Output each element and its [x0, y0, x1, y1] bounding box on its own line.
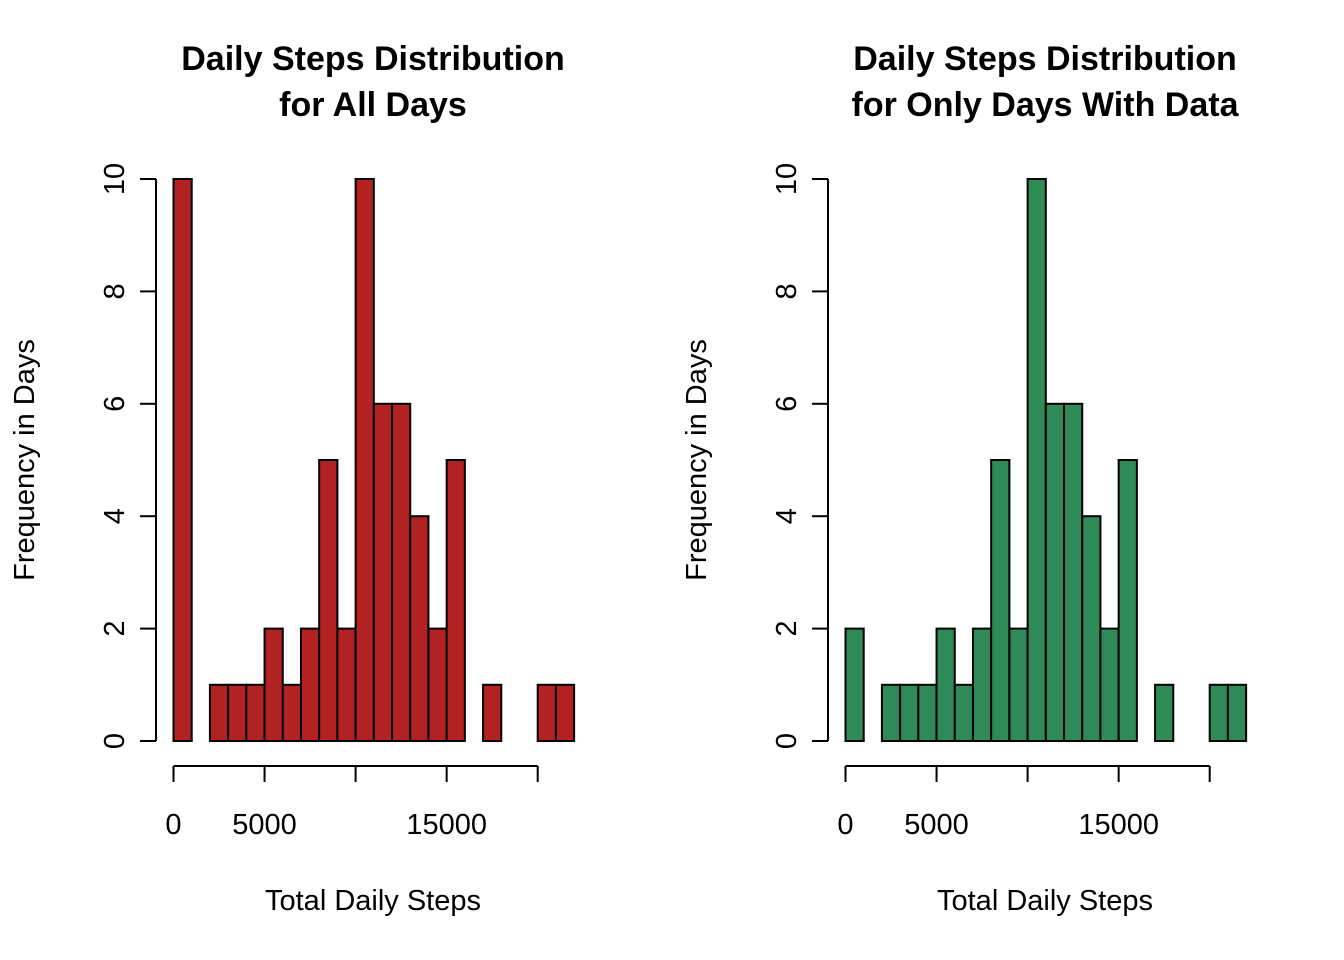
y-tick-label: 2: [771, 621, 803, 637]
panel-all-days: Daily Steps Distribution for All Days To…: [9, 40, 576, 917]
x-axis-label: Total Daily Steps: [265, 885, 481, 917]
histogram-bar: [281, 683, 302, 742]
histogram-bar: [299, 627, 321, 742]
bars: [172, 178, 576, 743]
x-tick-label: 15000: [1078, 809, 1159, 841]
histogram-bar: [1081, 515, 1102, 743]
histogram-bar: [935, 627, 956, 742]
histogram-bar: [172, 178, 193, 742]
histogram-bar: [336, 627, 357, 742]
x-tick-label: 5000: [904, 809, 969, 841]
histogram-bar: [245, 683, 266, 742]
histogram-bar: [263, 627, 284, 742]
histogram-bar: [427, 627, 448, 742]
x-tick-label: 0: [837, 809, 853, 841]
chart-title-line2: for Only Days With Data: [852, 86, 1240, 124]
histogram-bar: [917, 683, 938, 742]
histogram-bar: [536, 683, 557, 742]
histogram-bar: [482, 683, 503, 742]
y-tick-label: 10: [771, 163, 803, 195]
histogram-bar: [1154, 683, 1175, 742]
y-tick-label: 8: [99, 283, 131, 299]
histogram-bar: [1226, 683, 1248, 742]
histogram-bar: [971, 627, 993, 742]
x-axis: 0 5000 15000: [165, 765, 539, 841]
histogram-bar: [554, 683, 576, 742]
histogram-bar: [844, 627, 865, 742]
bars: [844, 178, 1248, 743]
chart-title-line1: Daily Steps Distribution: [853, 40, 1237, 78]
histogram-bar: [1117, 459, 1138, 742]
x-tick-label: 5000: [232, 809, 297, 841]
x-axis-label: Total Daily Steps: [937, 885, 1153, 917]
histogram-bar: [880, 683, 902, 742]
chart-title-line1: Daily Steps Distribution: [181, 40, 565, 78]
histogram-bar: [1099, 627, 1120, 742]
histogram-bar: [1044, 402, 1066, 742]
x-tick-label: 0: [165, 809, 181, 841]
y-tick-label: 8: [771, 283, 803, 299]
histogram-bar: [409, 515, 430, 743]
histogram-bar: [227, 683, 248, 742]
histogram-bar: [391, 402, 412, 742]
y-tick-label: 0: [99, 733, 131, 749]
y-tick-label: 0: [771, 733, 803, 749]
y-axis: 0 2 4 6 8 10: [99, 163, 157, 749]
y-tick-label: 6: [99, 396, 131, 412]
histogram-bar: [899, 683, 920, 742]
histogram-bar: [1208, 683, 1229, 742]
histogram-bar: [1063, 402, 1084, 742]
histogram-bar: [1008, 627, 1029, 742]
y-axis: 0 2 4 6 8 10: [771, 163, 829, 749]
histogram-bar: [372, 402, 394, 742]
histogram-bar: [953, 683, 974, 742]
histogram-bar: [1026, 178, 1047, 742]
y-axis-label: Frequency in Days: [681, 339, 713, 581]
y-tick-label: 4: [99, 508, 131, 524]
histogram-bar: [445, 459, 466, 742]
y-tick-label: 4: [771, 508, 803, 524]
panel-days-with-data: Daily Steps Distribution for Only Days W…: [681, 40, 1248, 917]
y-axis-label: Frequency in Days: [9, 339, 41, 581]
y-tick-label: 6: [771, 396, 803, 412]
histogram-bar: [354, 178, 375, 742]
histogram-bar: [208, 683, 230, 742]
histogram-bar: [318, 459, 339, 742]
chart-title-line2: for All Days: [279, 86, 467, 124]
x-axis: 0 5000 15000: [837, 765, 1211, 841]
histogram-bar: [990, 459, 1011, 742]
y-tick-label: 10: [99, 163, 131, 195]
y-tick-label: 2: [99, 621, 131, 637]
x-tick-label: 15000: [406, 809, 487, 841]
